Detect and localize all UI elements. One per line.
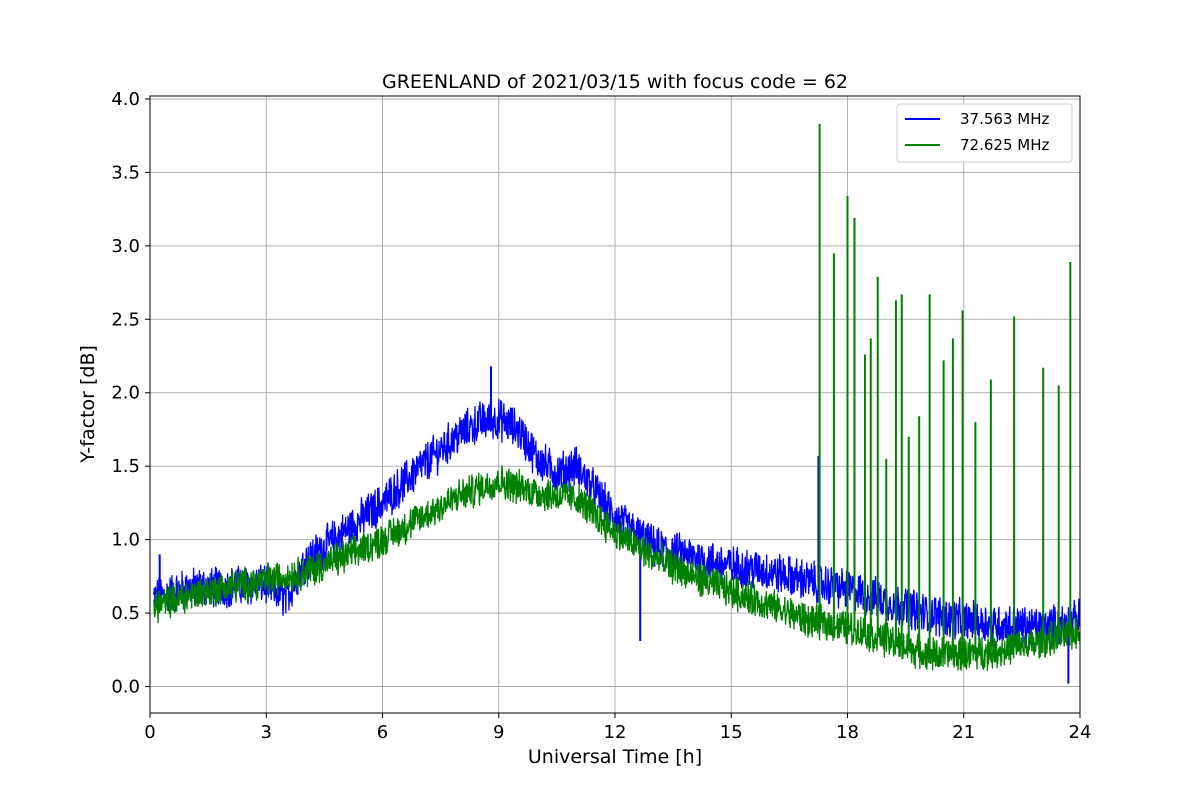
series-line-2 [153, 465, 1080, 672]
y-tick-label: 0.5 [111, 603, 140, 624]
x-tick-label: 6 [377, 722, 388, 743]
chart-title: GREENLAND of 2021/03/15 with focus code … [382, 71, 848, 93]
y-tick-label: 2.0 [111, 383, 140, 404]
y-tick-label: 4.0 [111, 89, 140, 110]
x-tick-label: 15 [720, 722, 743, 743]
x-tick-label: 18 [836, 722, 859, 743]
legend-box [896, 103, 1073, 163]
legend-label-series-2: 72.625 MHz [960, 136, 1049, 154]
y-tick-label: 2.5 [111, 309, 140, 330]
x-tick-label: 9 [493, 722, 504, 743]
x-tick-label: 21 [952, 722, 975, 743]
series-layer [153, 123, 1080, 684]
y-tick-label: 1.0 [111, 530, 140, 551]
y-axis-label: Y-factor [dB] [77, 345, 99, 464]
x-tick-label: 0 [144, 722, 155, 743]
plot-area [153, 123, 1080, 684]
y-tick-label: 1.5 [111, 456, 140, 477]
series-line-1 [153, 398, 1080, 649]
y-tick-label: 3.5 [111, 162, 140, 183]
x-tick-label: 12 [604, 722, 627, 743]
y-axis: 0.0 0.5 1.0 1.5 2.0 2.5 3.0 3.5 4.0 [111, 89, 150, 698]
y-tick-label: 3.0 [111, 236, 140, 257]
x-axis: 0 3 6 9 12 15 18 21 24 [144, 713, 1091, 743]
x-axis-label: Universal Time [h] [528, 746, 702, 768]
legend: 37.563 MHz 72.625 MHz [896, 103, 1073, 163]
x-tick-label: 24 [1069, 722, 1092, 743]
x-tick-label: 3 [261, 722, 272, 743]
legend-label-series-1: 37.563 MHz [960, 110, 1049, 128]
y-tick-label: 0.0 [111, 677, 140, 698]
